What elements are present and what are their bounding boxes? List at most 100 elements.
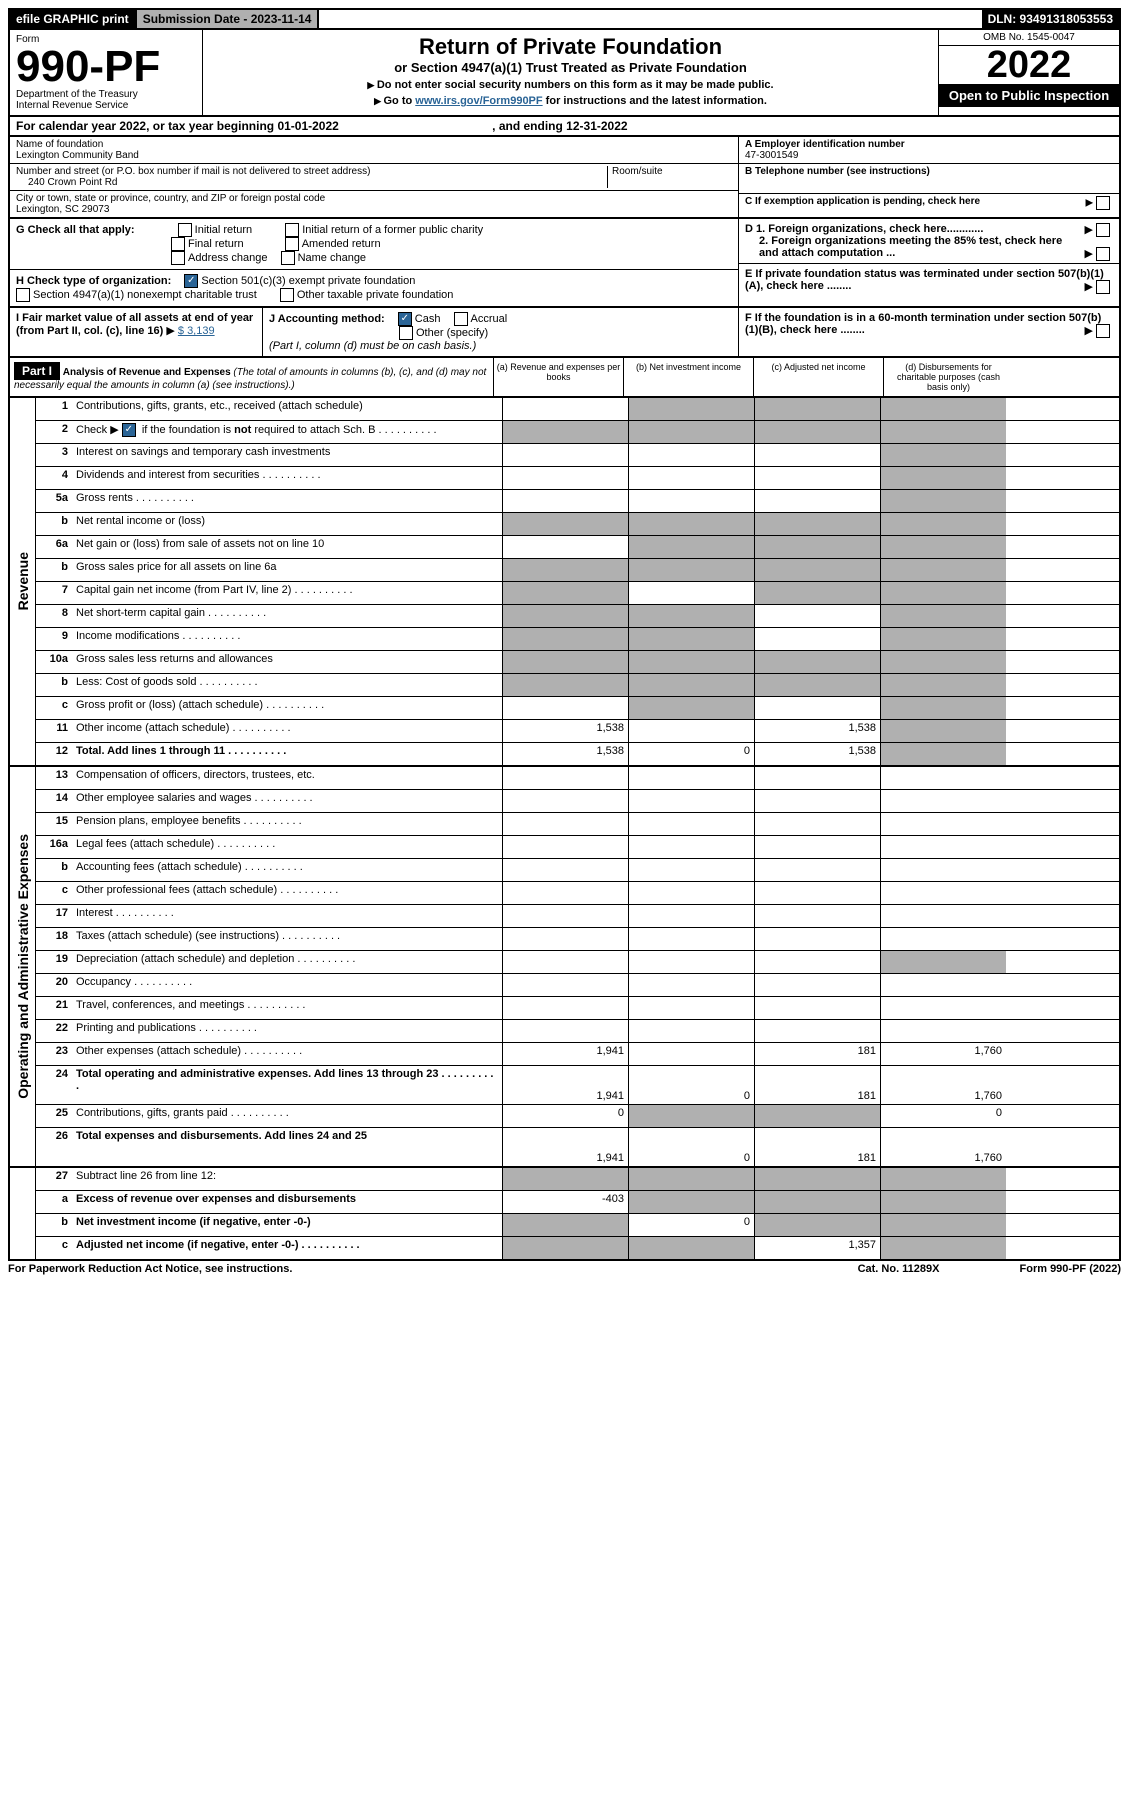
line-3: Interest on savings and temporary cash i…: [72, 444, 502, 466]
line-25: Contributions, gifts, grants paid: [72, 1105, 502, 1127]
line-12: Total. Add lines 1 through 11: [72, 743, 502, 765]
line-18: Taxes (attach schedule) (see instruction…: [72, 928, 502, 950]
checkbox-4947[interactable]: [16, 288, 30, 302]
line-19: Depreciation (attach schedule) and deple…: [72, 951, 502, 973]
line-26: Total expenses and disbursements. Add li…: [72, 1128, 502, 1166]
checkbox-other-method[interactable]: [399, 326, 413, 340]
col-b-header: (b) Net investment income: [623, 358, 753, 396]
l12-c: 1,538: [754, 743, 880, 765]
form-subtitle: or Section 4947(a)(1) Trust Treated as P…: [211, 60, 930, 75]
dln-label: DLN: 93491318053553: [982, 10, 1119, 28]
addr-value: 240 Crown Point Rd: [16, 177, 607, 188]
line-4: Dividends and interest from securities: [72, 467, 502, 489]
accrual-label: Accrual: [471, 313, 508, 325]
amended-label: Amended return: [302, 238, 381, 250]
expenses-label-text: Operating and Administrative Expenses: [15, 834, 31, 1099]
j-note: (Part I, column (d) must be on cash basi…: [269, 340, 476, 352]
line-5a: Gross rents: [72, 490, 502, 512]
form-link[interactable]: www.irs.gov/Form990PF: [415, 95, 542, 107]
check-row-ij: I Fair market value of all assets at end…: [8, 308, 1121, 358]
f-section: F If the foundation is in a 60-month ter…: [739, 308, 1119, 340]
line-22: Printing and publications: [72, 1020, 502, 1042]
h-label: H Check type of organization:: [16, 275, 171, 287]
line-10a: Gross sales less returns and allowances: [72, 651, 502, 673]
room-label: Room/suite: [607, 166, 732, 188]
line-16c: Other professional fees (attach schedule…: [72, 882, 502, 904]
line-2: Check ▶ if the foundation is not require…: [72, 421, 502, 443]
i-section: I Fair market value of all assets at end…: [10, 308, 262, 356]
l27b-b: 0: [628, 1214, 754, 1236]
instr2: Go to www.irs.gov/Form990PF for instruct…: [211, 95, 930, 107]
part1-title-cell: Part I Analysis of Revenue and Expenses …: [10, 358, 493, 396]
checkbox-accrual[interactable]: [454, 312, 468, 326]
501c3-label: Section 501(c)(3) exempt private foundat…: [201, 275, 415, 287]
l26-c: 181: [754, 1128, 880, 1166]
checkbox-final[interactable]: [171, 237, 185, 251]
dept-label: Department of the Treasury: [16, 89, 196, 100]
info-section: Name of foundation Lexington Community B…: [8, 137, 1121, 219]
l2-post: if the foundation is not required to att…: [139, 424, 376, 436]
line-10c: Gross profit or (loss) (attach schedule): [72, 697, 502, 719]
line-13: Compensation of officers, directors, tru…: [72, 767, 502, 789]
line-24: Total operating and administrative expen…: [72, 1066, 502, 1104]
checkbox-initial-former[interactable]: [285, 223, 299, 237]
checkbox-d2[interactable]: [1096, 247, 1110, 261]
revenue-table: Revenue 1Contributions, gifts, grants, e…: [8, 398, 1121, 767]
irs-label: Internal Revenue Service: [16, 100, 196, 111]
addr-label: Number and street (or P.O. box number if…: [16, 166, 607, 177]
paperwork-notice: For Paperwork Reduction Act Notice, see …: [8, 1263, 292, 1275]
city-label: City or town, state or province, country…: [16, 193, 732, 204]
line-23: Other expenses (attach schedule): [72, 1043, 502, 1065]
exemption-label: C If exemption application is pending, c…: [745, 196, 980, 207]
name-label: Name of foundation: [16, 139, 732, 150]
l24-c: 181: [754, 1066, 880, 1104]
header-mid: Return of Private Foundation or Section …: [203, 30, 938, 115]
l11-a: 1,538: [502, 720, 628, 742]
line-15: Pension plans, employee benefits: [72, 813, 502, 835]
line-27b: Net investment income (if negative, ente…: [72, 1214, 502, 1236]
instr2-pre: Go to: [383, 95, 415, 107]
checkbox-initial[interactable]: [178, 223, 192, 237]
fmv-value[interactable]: $ 3,139: [178, 325, 215, 337]
checkbox-addr-change[interactable]: [171, 251, 185, 265]
phone-cell: B Telephone number (see instructions): [739, 164, 1119, 194]
l23-d: 1,760: [880, 1043, 1006, 1065]
form-title: Return of Private Foundation: [211, 34, 930, 60]
e-label: E If private foundation status was termi…: [745, 268, 1104, 292]
h-section: H Check type of organization: Section 50…: [10, 270, 738, 306]
phone-label: B Telephone number (see instructions): [745, 166, 1113, 177]
l23-c: 181: [754, 1043, 880, 1065]
g-section: G Check all that apply: Initial return I…: [10, 219, 738, 270]
checkbox-c[interactable]: [1096, 196, 1110, 210]
initial-label: Initial return: [195, 224, 252, 236]
checkbox-d1[interactable]: [1096, 223, 1110, 237]
checkbox-other-taxable[interactable]: [280, 288, 294, 302]
part1-header-row: Part I Analysis of Revenue and Expenses …: [8, 358, 1121, 398]
line-8: Net short-term capital gain: [72, 605, 502, 627]
l24-d: 1,760: [880, 1066, 1006, 1104]
line-10b: Less: Cost of goods sold: [72, 674, 502, 696]
address-cell: Number and street (or P.O. box number if…: [10, 164, 738, 191]
checkbox-amended[interactable]: [285, 237, 299, 251]
form-ref: Form 990-PF (2022): [1020, 1263, 1122, 1275]
j-label: J Accounting method:: [269, 313, 385, 325]
checkbox-e[interactable]: [1096, 280, 1110, 294]
top-row: efile GRAPHIC print Submission Date - 20…: [8, 8, 1121, 30]
line-6b: Gross sales price for all assets on line…: [72, 559, 502, 581]
form-header: Form 990-PF Department of the Treasury I…: [8, 30, 1121, 117]
calendar-end: , and ending 12-31-2022: [492, 119, 627, 133]
efile-label: efile GRAPHIC print: [10, 10, 137, 28]
checkbox-name-change[interactable]: [281, 251, 295, 265]
line-14: Other employee salaries and wages: [72, 790, 502, 812]
checkbox-501c3[interactable]: [184, 274, 198, 288]
checkbox-cash[interactable]: [398, 312, 412, 326]
expenses-rows: 13Compensation of officers, directors, t…: [36, 767, 1119, 1166]
ein-value: 47-3001549: [745, 150, 1113, 161]
city-cell: City or town, state or province, country…: [10, 191, 738, 217]
l25-d: 0: [880, 1105, 1006, 1127]
expenses-table: Operating and Administrative Expenses 13…: [8, 767, 1121, 1168]
checkbox-schb[interactable]: [122, 423, 136, 437]
checkbox-f[interactable]: [1096, 324, 1110, 338]
line-16a: Legal fees (attach schedule): [72, 836, 502, 858]
name-cell: Name of foundation Lexington Community B…: [10, 137, 738, 164]
